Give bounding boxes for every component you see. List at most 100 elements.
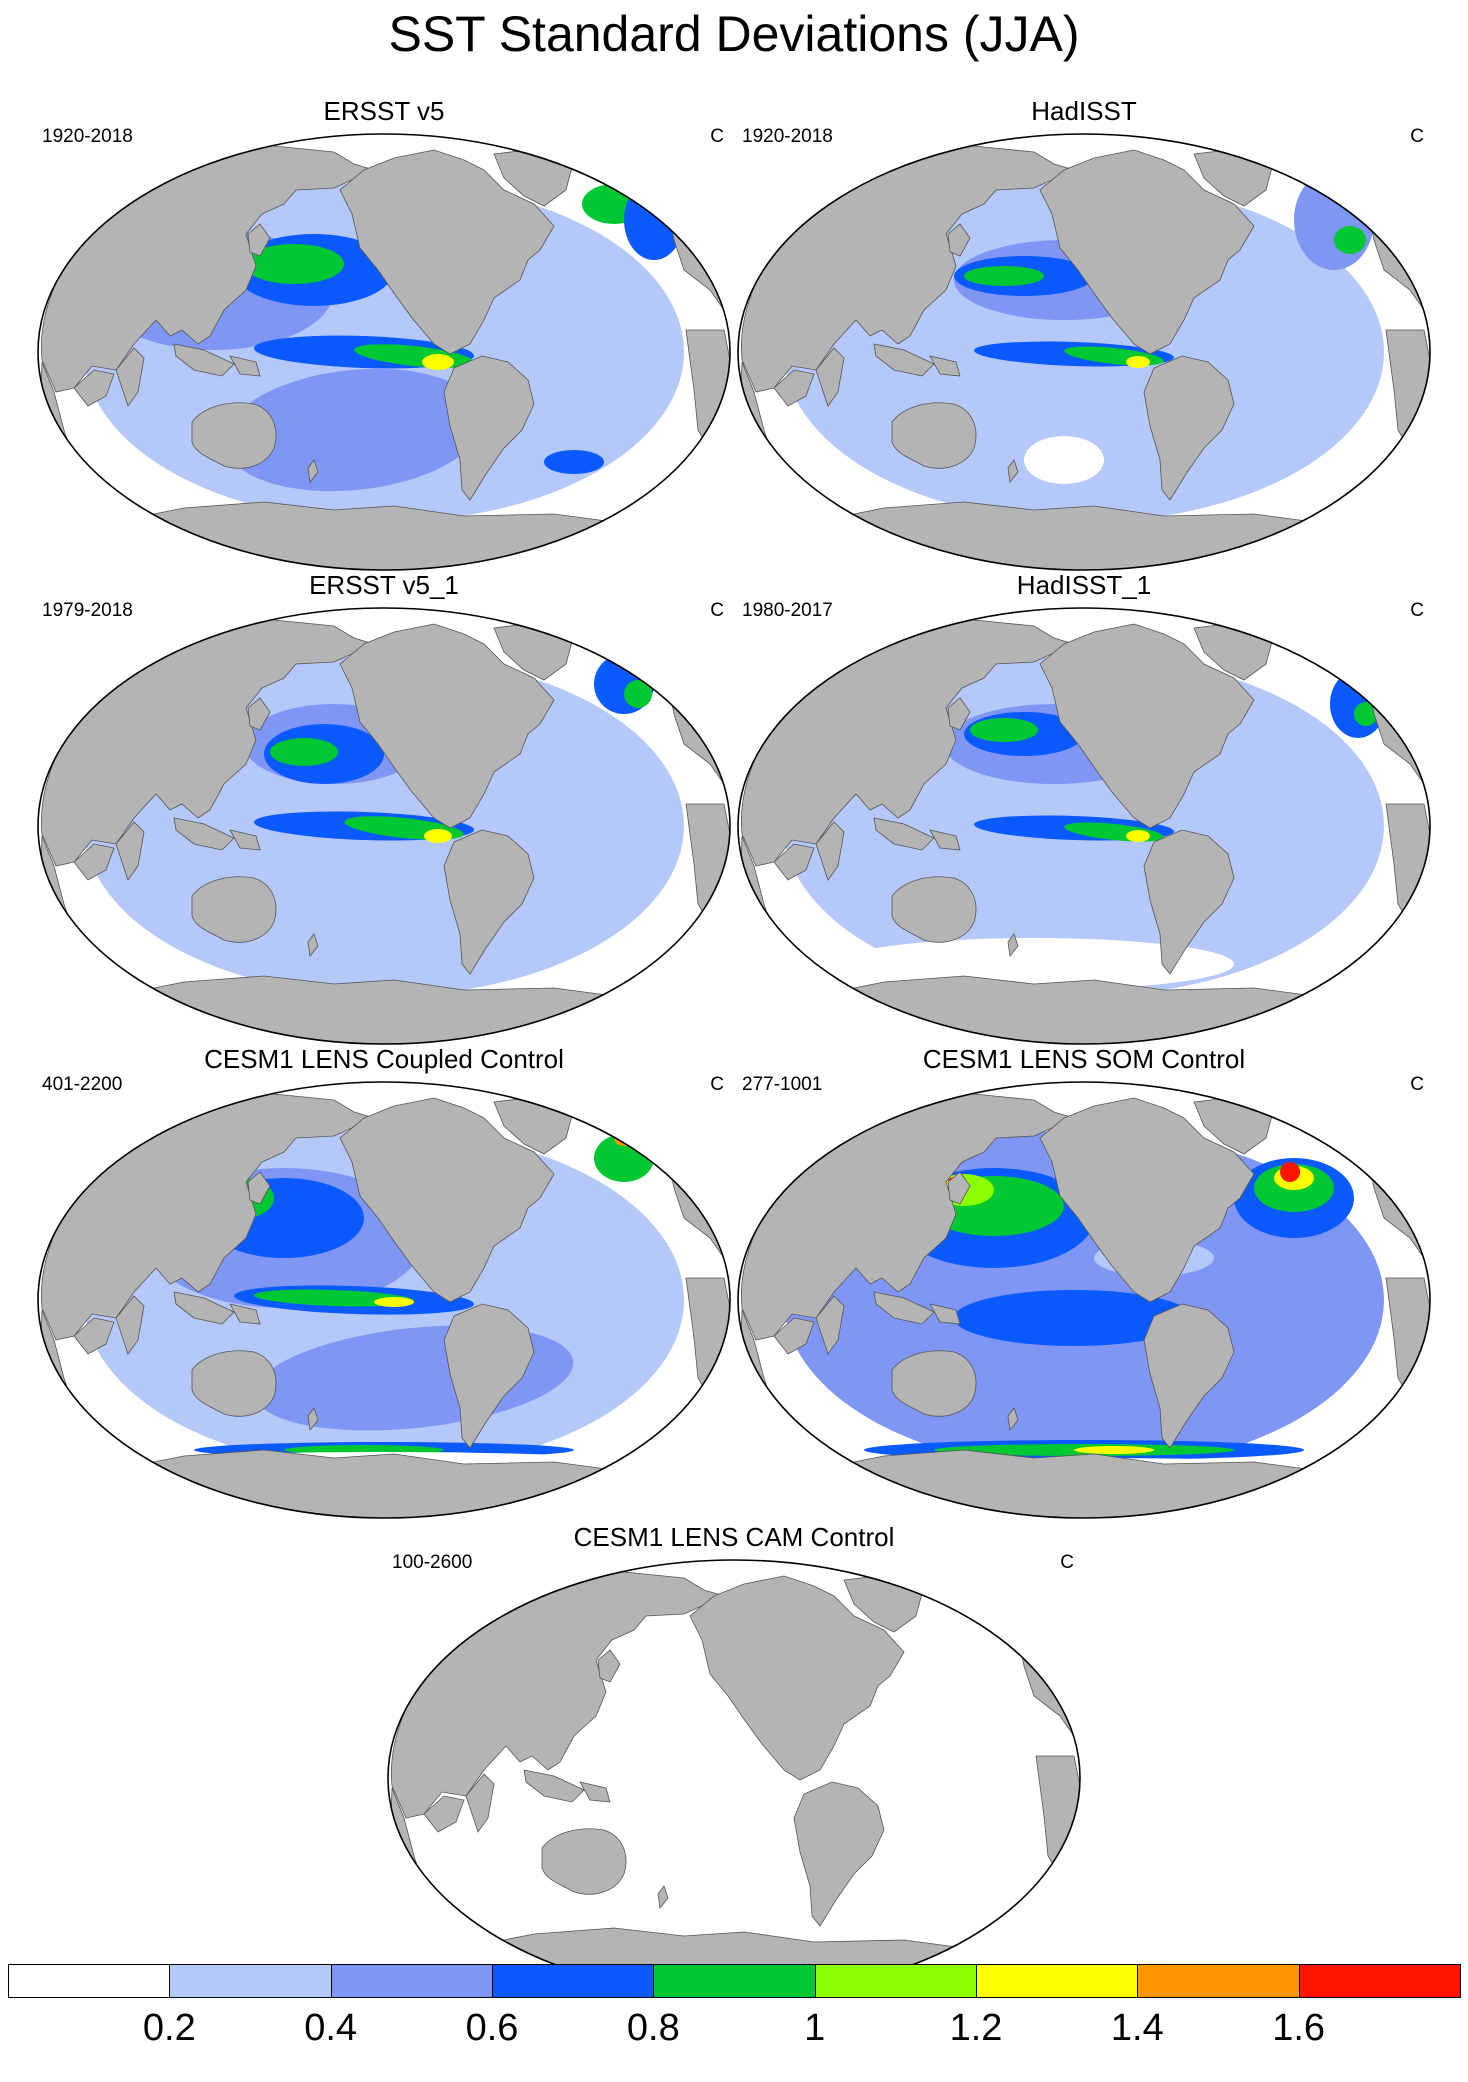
figure-title: SST Standard Deviations (JJA)	[388, 6, 1080, 62]
new-zealand-landmass	[657, 1885, 669, 1909]
panel-period: 401-2200	[42, 1074, 123, 1095]
map-field	[738, 1082, 1430, 1518]
australia-landmass	[891, 876, 977, 943]
colorbar-box	[492, 1964, 655, 1998]
new-zealand-landmass	[1007, 933, 1019, 957]
panel-period: 1980-2017	[742, 600, 833, 621]
map-outline	[37, 607, 731, 1045]
sst-contour-region	[624, 180, 684, 260]
panel-title: CESM1 LENS CAM Control	[573, 1522, 895, 1552]
colorbar-tick-label: 0.8	[626, 2007, 680, 2049]
south-america-landmass	[1143, 1303, 1235, 1449]
maritime-continent	[173, 343, 261, 377]
panel-title: HadISST_1	[1016, 570, 1152, 600]
colorbar-tick-label: 1.2	[949, 2007, 1003, 2049]
south-america-landmass	[443, 1303, 535, 1449]
map-outline	[737, 1081, 1431, 1519]
map	[737, 1081, 1431, 1519]
panel-cesm1-coupled-control: CESM1 LENS Coupled Control 401-2200 C	[34, 1044, 734, 1522]
panel-period: 100-2600	[392, 1552, 473, 1573]
sst-contour-region	[1126, 356, 1150, 368]
sst-contour-region	[1126, 830, 1150, 842]
map	[37, 607, 731, 1045]
india-landmass	[115, 821, 145, 881]
map-field	[38, 1082, 730, 1518]
australia-landmass	[541, 1828, 627, 1895]
colorbar-box	[8, 1964, 171, 1998]
colorbar-tick-label: 0.2	[142, 2007, 196, 2049]
panel-ersst-v5-1: ERSST v5_1 1979-2018 C	[34, 570, 734, 1048]
map	[37, 1081, 731, 1519]
map-outline	[37, 1081, 731, 1519]
maritime-continent	[873, 817, 961, 851]
south-america-landmass	[1143, 355, 1235, 501]
colorbar-tick-label: 1	[804, 2007, 826, 2049]
arabia-landmass	[73, 369, 115, 407]
map	[37, 133, 731, 571]
north-america-landmass	[339, 149, 555, 355]
colorbar-box	[814, 1964, 977, 1998]
panel-unit: C	[710, 126, 724, 147]
arabia-landmass	[73, 843, 115, 881]
colorbar-box	[653, 1964, 816, 1998]
map-outline	[737, 133, 1431, 571]
sst-contour-region	[964, 266, 1044, 286]
north-america-landmass	[1039, 623, 1255, 829]
panel-unit: C	[710, 600, 724, 621]
australia-landmass	[191, 402, 277, 469]
colorbar-tick-label: 1.4	[1110, 2007, 1164, 2049]
sst-contour-region	[1074, 1446, 1154, 1454]
north-america-landmass	[339, 1097, 555, 1303]
map-outline	[737, 607, 1431, 1045]
new-zealand-landmass	[1007, 459, 1019, 483]
japan-landmass	[947, 697, 971, 731]
sst-contour-region	[544, 450, 604, 474]
sst-contour-region	[422, 354, 454, 370]
map-outline	[37, 133, 731, 571]
sst-contour-region	[1280, 1162, 1300, 1182]
panel-period: 1920-2018	[742, 126, 833, 147]
colorbar-tick-label: 0.6	[465, 2007, 519, 2049]
panel-title: CESM1 LENS SOM Control	[922, 1044, 1246, 1074]
arabia-landmass	[773, 843, 815, 881]
sst-contour-region	[270, 738, 338, 766]
north-america-landmass	[689, 1575, 905, 1781]
panel-cesm1-som-control: CESM1 LENS SOM Control 277-1001 C	[734, 1044, 1434, 1522]
colorbar	[8, 1964, 1461, 1998]
panel-hadisst-1: HadISST_1 1980-2017 C	[734, 570, 1434, 1048]
sst-contour-region	[254, 1289, 414, 1307]
colorbar-box	[169, 1964, 332, 1998]
sst-contour-region	[224, 368, 484, 492]
panel-unit: C	[710, 1074, 724, 1095]
australia-landmass	[891, 1350, 977, 1417]
sst-contour-region	[1354, 702, 1378, 726]
japan-landmass	[247, 697, 271, 731]
panel-unit: C	[1410, 1074, 1424, 1095]
north-america-landmass	[1039, 149, 1255, 355]
arabia-landmass	[423, 1795, 465, 1833]
new-zealand-landmass	[307, 1407, 319, 1431]
maritime-continent	[873, 1291, 961, 1325]
map	[737, 607, 1431, 1045]
sst-contour-region	[1024, 436, 1104, 484]
south-america-landmass	[443, 355, 535, 501]
maritime-continent	[523, 1769, 611, 1803]
panel-hadisst: HadISST 1920-2018 C	[734, 96, 1434, 574]
japan-landmass	[947, 223, 971, 257]
sst-contour-region	[624, 680, 652, 708]
australia-landmass	[191, 1350, 277, 1417]
india-landmass	[115, 347, 145, 407]
panel-period: 277-1001	[742, 1074, 823, 1095]
new-zealand-landmass	[1007, 1407, 1019, 1431]
arabia-landmass	[73, 1317, 115, 1355]
india-landmass	[815, 821, 845, 881]
south-america-landmass	[793, 1781, 885, 1927]
maritime-continent	[873, 343, 961, 377]
panel-period: 1979-2018	[42, 600, 133, 621]
australia-landmass	[191, 876, 277, 943]
sst-contour-region	[954, 1290, 1194, 1346]
arabia-landmass	[773, 1317, 815, 1355]
north-america-landmass	[1039, 1097, 1255, 1303]
map-field	[388, 1560, 1080, 1996]
colorbar-tick-label: 1.6	[1272, 2007, 1326, 2049]
